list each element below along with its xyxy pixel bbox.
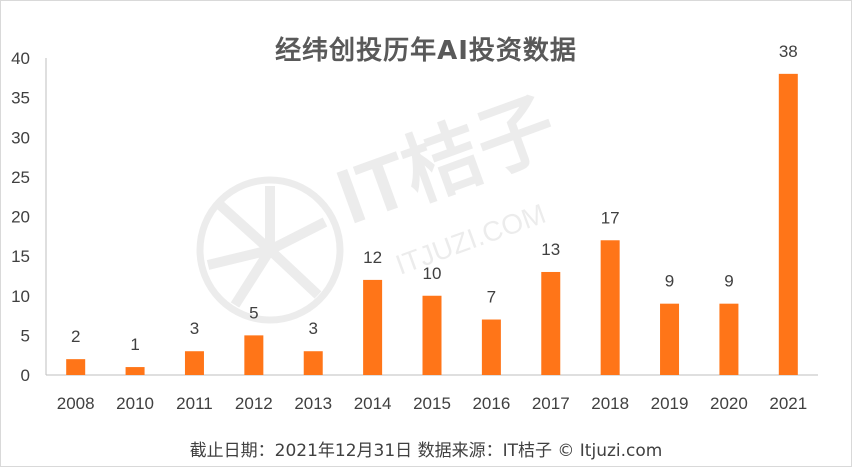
data-label: 9 (724, 272, 733, 291)
chart-title: 经纬创投历年AI投资数据 (275, 36, 577, 66)
data-label: 10 (423, 264, 442, 283)
data-label: 7 (487, 288, 496, 307)
bar (125, 367, 145, 375)
x-tick-label: 2010 (116, 394, 154, 413)
data-label: 5 (249, 303, 258, 322)
x-tick-label: 2013 (294, 394, 332, 413)
data-label: 9 (665, 272, 674, 291)
y-tick-label: 15 (11, 247, 30, 266)
bar (66, 359, 86, 375)
bar (600, 240, 620, 375)
bar (481, 319, 501, 375)
data-label: 17 (601, 208, 620, 227)
x-tick-label: 2008 (57, 394, 95, 413)
data-label: 3 (308, 319, 317, 338)
x-tick-label: 2020 (710, 394, 748, 413)
data-label: 1 (130, 335, 139, 354)
y-tick-label: 5 (21, 326, 30, 345)
data-label: 12 (363, 248, 382, 267)
bar (303, 351, 323, 375)
bar (541, 271, 561, 375)
watermark: IT桔子 ITJUZI.COM (196, 81, 568, 324)
y-tick-label: 40 (11, 49, 30, 68)
x-tick-label: 2012 (235, 394, 273, 413)
x-tick-label: 2019 (651, 394, 689, 413)
y-tick-label: 25 (11, 168, 30, 187)
data-label: 2 (71, 327, 80, 346)
y-tick-label: 20 (11, 208, 30, 227)
bar (184, 351, 204, 375)
y-tick-label: 0 (21, 366, 30, 385)
y-tick-label: 10 (11, 287, 30, 306)
x-tick-label: 2021 (769, 394, 807, 413)
data-label: 3 (190, 319, 199, 338)
x-tick-label: 2017 (532, 394, 570, 413)
y-tick-label: 30 (11, 128, 30, 147)
data-label: 38 (779, 42, 798, 61)
bar (422, 295, 442, 375)
bar (719, 303, 739, 375)
footer-source: 截止日期：2021年12月31日 数据来源：IT桔子 © Itjuzi.com (189, 441, 663, 461)
data-label: 13 (541, 240, 560, 259)
bar (778, 73, 798, 375)
x-tick-label: 2015 (413, 394, 451, 413)
y-tick-label: 35 (11, 89, 30, 108)
bar (363, 279, 383, 375)
x-tick-label: 2011 (176, 394, 213, 413)
x-tick-label: 2018 (591, 394, 629, 413)
bar (660, 303, 680, 375)
bar (244, 335, 264, 375)
x-tick-label: 2016 (472, 394, 510, 413)
x-tick-label: 2014 (354, 394, 392, 413)
